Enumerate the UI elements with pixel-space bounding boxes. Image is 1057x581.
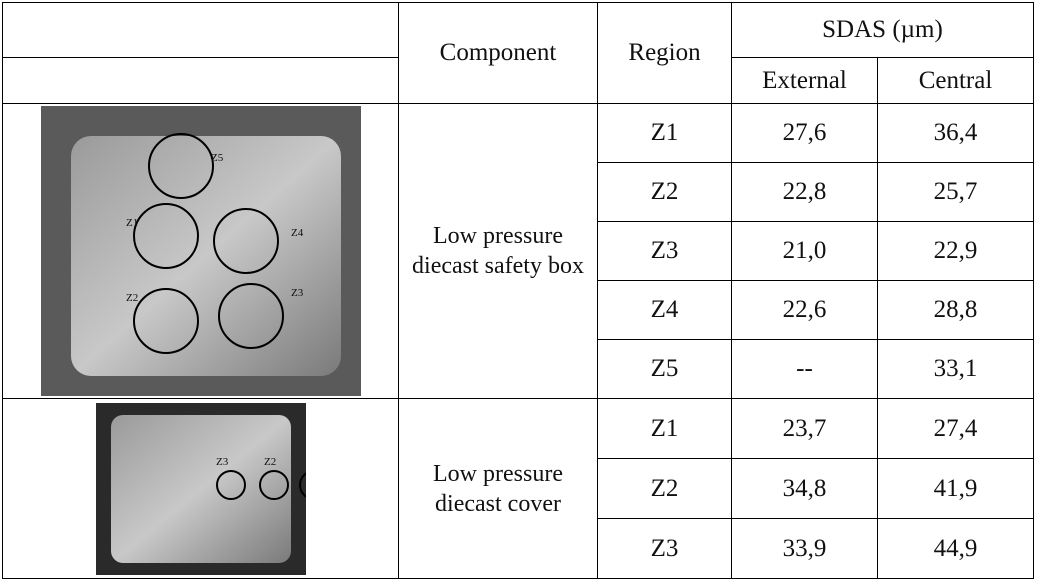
table-row: Z4 22,6 28,8 <box>3 280 1034 340</box>
zone-circle <box>298 471 306 498</box>
external-cell: 23,7 <box>731 398 878 459</box>
zone-circle <box>147 133 214 199</box>
component-photo: Z5 Z1 Z4 Z2 Z3 <box>40 106 361 396</box>
zone-circle <box>132 288 199 354</box>
external-cell: 34,8 <box>731 458 878 519</box>
table-row: Z3 33,9 44,9 <box>3 518 1034 579</box>
external-cell: 27,6 <box>731 103 878 163</box>
central-cell: 22,9 <box>877 221 1034 281</box>
table-row: Z2 22,8 25,7 <box>3 162 1034 222</box>
region-cell: Z4 <box>597 280 732 340</box>
zone-label: Z2 <box>264 456 276 468</box>
zone-circle <box>217 283 284 349</box>
zone-label: Z2 <box>126 292 138 304</box>
zone-circle <box>258 469 289 500</box>
casting-body <box>70 136 341 376</box>
zone-circle <box>215 469 246 500</box>
casting-body <box>110 414 291 563</box>
external-cell: 22,8 <box>731 162 878 222</box>
zone-circle <box>212 208 279 274</box>
external-cell: 33,9 <box>731 518 878 579</box>
external-cell: -- <box>731 339 878 399</box>
central-cell: 27,4 <box>877 398 1034 459</box>
external-cell: 22,6 <box>731 280 878 340</box>
blank-cell <box>2 2 399 58</box>
central-cell: 25,7 <box>877 162 1034 222</box>
photo-cell: Z3Z2Z1 <box>2 398 399 579</box>
region-cell: Z1 <box>597 103 732 163</box>
zone-label: Z3 <box>216 456 229 468</box>
central-cell: 41,9 <box>877 458 1034 519</box>
component-cell: Low pressure diecast cover <box>398 398 598 579</box>
table-row: Z3 21,0 22,9 <box>3 221 1034 281</box>
header-cell: Central <box>877 57 1034 104</box>
header-cell: Component <box>398 2 598 104</box>
external-cell: 21,0 <box>731 221 878 281</box>
photo-cell: Z5 Z1 Z4 Z2 Z3 <box>2 103 399 399</box>
region-cell: Z3 <box>597 518 732 579</box>
zone-label: Z4 <box>291 227 304 239</box>
region-cell: Z1 <box>597 398 732 459</box>
central-cell: 44,9 <box>877 518 1034 579</box>
header-cell: External <box>731 57 878 104</box>
blank-cell <box>2 57 399 104</box>
central-cell: 36,4 <box>877 103 1034 163</box>
central-cell: 33,1 <box>877 339 1034 399</box>
region-cell: Z3 <box>597 221 732 281</box>
table-row: Z3Z2Z1Low pressure diecast coverZ123,727… <box>2 398 1034 579</box>
component-cell: Low pressure diecast safety box <box>398 103 598 399</box>
table-row: Z5 -- 33,1 <box>3 339 1034 399</box>
zone-label: Z5 <box>211 152 224 164</box>
central-cell: 28,8 <box>877 280 1034 340</box>
zone-circle <box>132 203 199 269</box>
region-cell: Z2 <box>597 458 732 519</box>
region-cell: Z2 <box>597 162 732 222</box>
zone-label: Z1 <box>126 217 138 229</box>
header-cell: SDAS (µm) <box>731 2 1034 58</box>
header-cell: Region <box>597 2 732 104</box>
table-row: Z5 Z1 Z4 Z2 Z3 Low pressure diecast safety bo… <box>2 103 1034 399</box>
component-photo: Z3Z2Z1 <box>95 402 306 575</box>
region-cell: Z5 <box>597 339 732 399</box>
zone-label: Z3 <box>291 287 304 299</box>
sdas-table: Component Region SDAS (µm) External Cent… <box>2 2 1034 579</box>
